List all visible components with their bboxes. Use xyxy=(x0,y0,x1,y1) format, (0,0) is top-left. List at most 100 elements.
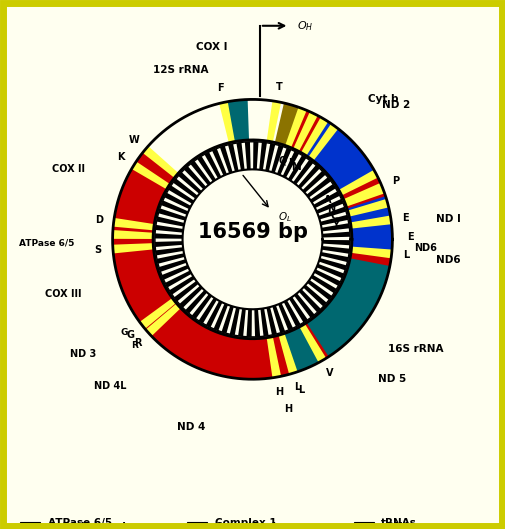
Text: T: T xyxy=(276,82,283,92)
Bar xyxy=(20,525,40,527)
Text: F: F xyxy=(217,83,224,93)
Polygon shape xyxy=(322,223,349,231)
Polygon shape xyxy=(162,265,189,280)
Text: E: E xyxy=(408,232,414,242)
Polygon shape xyxy=(277,148,291,175)
Polygon shape xyxy=(302,171,326,193)
Polygon shape xyxy=(278,303,293,330)
Text: Cytochrome b: Cytochrome b xyxy=(48,522,130,529)
Polygon shape xyxy=(307,177,331,198)
Polygon shape xyxy=(228,144,238,171)
Polygon shape xyxy=(178,172,202,194)
Polygon shape xyxy=(174,281,198,302)
Polygon shape xyxy=(197,156,216,181)
Polygon shape xyxy=(156,225,183,233)
Polygon shape xyxy=(314,191,340,208)
Text: D: D xyxy=(95,215,103,225)
Polygon shape xyxy=(166,317,265,379)
Polygon shape xyxy=(316,199,343,214)
Polygon shape xyxy=(302,118,376,193)
Polygon shape xyxy=(179,286,203,308)
Polygon shape xyxy=(190,161,211,185)
Polygon shape xyxy=(113,234,154,249)
Polygon shape xyxy=(347,199,389,216)
Polygon shape xyxy=(253,142,259,169)
Polygon shape xyxy=(279,333,297,375)
Polygon shape xyxy=(301,117,328,156)
Text: A: A xyxy=(324,195,331,205)
Polygon shape xyxy=(284,300,300,326)
Text: ND 3: ND 3 xyxy=(70,349,96,359)
Polygon shape xyxy=(113,248,164,303)
Polygon shape xyxy=(283,151,299,178)
Polygon shape xyxy=(267,101,281,142)
Text: H: H xyxy=(275,387,283,397)
Polygon shape xyxy=(299,289,321,313)
Text: G: G xyxy=(121,328,128,337)
Polygon shape xyxy=(173,179,198,199)
Text: Cyt b: Cyt b xyxy=(368,94,398,104)
Polygon shape xyxy=(307,280,332,300)
Polygon shape xyxy=(293,160,313,185)
Text: G: G xyxy=(127,330,135,340)
Polygon shape xyxy=(322,246,349,254)
Polygon shape xyxy=(198,298,217,323)
Polygon shape xyxy=(192,294,212,319)
Polygon shape xyxy=(157,253,185,264)
Text: ND 4: ND 4 xyxy=(177,422,206,432)
Polygon shape xyxy=(351,247,392,258)
Text: C: C xyxy=(330,211,337,221)
Text: S: S xyxy=(94,245,102,255)
Text: N: N xyxy=(328,204,336,214)
Polygon shape xyxy=(322,232,350,238)
Polygon shape xyxy=(320,215,348,225)
Polygon shape xyxy=(294,293,315,318)
Polygon shape xyxy=(344,185,385,207)
Polygon shape xyxy=(314,269,340,286)
Polygon shape xyxy=(165,193,191,209)
Polygon shape xyxy=(157,216,184,226)
Polygon shape xyxy=(350,210,392,259)
Polygon shape xyxy=(307,258,390,357)
Text: ND 5: ND 5 xyxy=(378,373,406,384)
Bar xyxy=(187,522,207,525)
Polygon shape xyxy=(272,305,285,333)
Polygon shape xyxy=(230,307,240,335)
Text: $O_L$: $O_L$ xyxy=(278,211,292,224)
Text: COX II: COX II xyxy=(52,164,85,174)
Polygon shape xyxy=(113,108,392,379)
Polygon shape xyxy=(113,218,154,230)
Bar xyxy=(187,525,207,527)
Text: P: P xyxy=(392,176,399,186)
Polygon shape xyxy=(236,142,244,170)
Polygon shape xyxy=(267,307,277,335)
Bar xyxy=(20,522,40,525)
Polygon shape xyxy=(169,186,194,204)
Text: tRNAs: tRNAs xyxy=(381,518,417,528)
Polygon shape xyxy=(132,161,170,189)
Polygon shape xyxy=(134,292,175,327)
Polygon shape xyxy=(155,241,183,247)
Polygon shape xyxy=(159,208,186,221)
Polygon shape xyxy=(255,309,260,337)
Polygon shape xyxy=(169,276,195,295)
Polygon shape xyxy=(113,225,154,236)
Text: ND 4L: ND 4L xyxy=(94,381,127,391)
Text: K: K xyxy=(118,152,125,162)
Polygon shape xyxy=(139,298,176,329)
Text: 16S rRNA: 16S rRNA xyxy=(388,344,443,354)
Polygon shape xyxy=(145,304,181,336)
Polygon shape xyxy=(289,297,308,323)
Text: $O_H$: $O_H$ xyxy=(296,19,313,33)
Polygon shape xyxy=(113,243,154,253)
Polygon shape xyxy=(311,275,336,293)
Polygon shape xyxy=(282,267,387,373)
Polygon shape xyxy=(148,306,188,346)
Text: ATPase 6/5: ATPase 6/5 xyxy=(19,239,74,248)
Polygon shape xyxy=(212,149,227,176)
Text: COX I: COX I xyxy=(196,42,227,52)
Text: E: E xyxy=(402,213,409,223)
Polygon shape xyxy=(185,290,207,314)
Polygon shape xyxy=(317,264,344,278)
Text: L: L xyxy=(294,382,301,392)
